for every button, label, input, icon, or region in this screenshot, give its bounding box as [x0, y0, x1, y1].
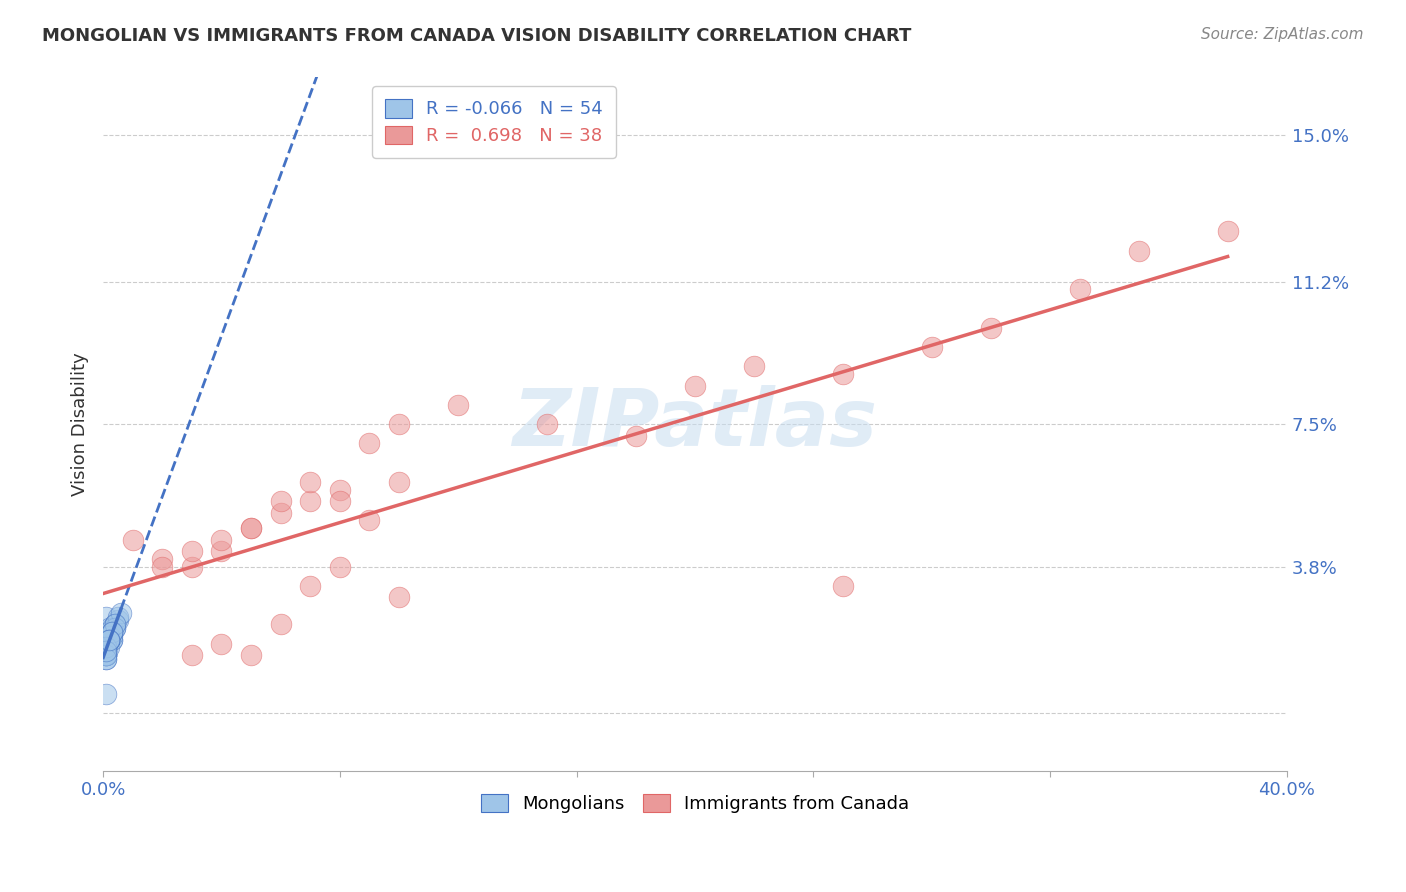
- Point: [98, 632, 121, 647]
- Point: [388, 475, 411, 489]
- Point: [94, 644, 117, 658]
- Point: [299, 579, 322, 593]
- Point: [94, 637, 117, 651]
- Point: [180, 648, 202, 662]
- Point: [94, 644, 117, 658]
- Point: [211, 544, 233, 558]
- Point: [104, 617, 127, 632]
- Point: [1069, 282, 1091, 296]
- Point: [388, 417, 411, 431]
- Point: [94, 644, 117, 658]
- Point: [359, 513, 381, 527]
- Point: [104, 617, 127, 632]
- Point: [94, 648, 117, 662]
- Point: [94, 687, 117, 701]
- Point: [98, 632, 121, 647]
- Point: [94, 648, 117, 662]
- Text: ZIPatlas: ZIPatlas: [512, 385, 877, 463]
- Point: [624, 428, 647, 442]
- Point: [211, 533, 233, 547]
- Point: [150, 559, 173, 574]
- Point: [94, 648, 117, 662]
- Point: [270, 617, 292, 632]
- Point: [94, 640, 117, 655]
- Point: [388, 591, 411, 605]
- Point: [94, 637, 117, 651]
- Point: [121, 533, 143, 547]
- Point: [98, 632, 121, 647]
- Point: [94, 640, 117, 655]
- Text: Source: ZipAtlas.com: Source: ZipAtlas.com: [1201, 27, 1364, 42]
- Point: [94, 640, 117, 655]
- Point: [94, 637, 117, 651]
- Point: [101, 629, 124, 643]
- Point: [101, 632, 124, 647]
- Point: [101, 625, 124, 640]
- Point: [98, 629, 121, 643]
- Point: [107, 614, 129, 628]
- Point: [94, 609, 117, 624]
- Point: [536, 417, 558, 431]
- Y-axis label: Vision Disability: Vision Disability: [72, 352, 89, 496]
- Point: [240, 648, 263, 662]
- Legend: Mongolians, Immigrants from Canada: Mongolians, Immigrants from Canada: [470, 783, 920, 824]
- Point: [683, 378, 706, 392]
- Point: [270, 506, 292, 520]
- Point: [180, 559, 202, 574]
- Point: [101, 625, 124, 640]
- Point: [94, 648, 117, 662]
- Point: [94, 637, 117, 651]
- Text: MONGOLIAN VS IMMIGRANTS FROM CANADA VISION DISABILITY CORRELATION CHART: MONGOLIAN VS IMMIGRANTS FROM CANADA VISI…: [42, 27, 911, 45]
- Point: [240, 521, 263, 535]
- Point: [104, 617, 127, 632]
- Point: [94, 648, 117, 662]
- Point: [98, 640, 121, 655]
- Point: [211, 637, 233, 651]
- Point: [921, 340, 943, 354]
- Point: [94, 652, 117, 666]
- Point: [94, 640, 117, 655]
- Point: [299, 475, 322, 489]
- Point: [980, 320, 1002, 334]
- Point: [98, 632, 121, 647]
- Point: [101, 625, 124, 640]
- Point: [329, 483, 352, 497]
- Point: [94, 640, 117, 655]
- Point: [107, 609, 129, 624]
- Point: [299, 494, 322, 508]
- Point: [104, 621, 127, 635]
- Point: [94, 644, 117, 658]
- Point: [98, 632, 121, 647]
- Point: [832, 579, 855, 593]
- Point: [832, 367, 855, 381]
- Point: [240, 521, 263, 535]
- Point: [98, 632, 121, 647]
- Point: [329, 559, 352, 574]
- Point: [359, 436, 381, 450]
- Point: [329, 494, 352, 508]
- Point: [270, 494, 292, 508]
- Point: [104, 621, 127, 635]
- Point: [94, 637, 117, 651]
- Point: [1128, 244, 1150, 258]
- Point: [101, 621, 124, 635]
- Point: [150, 552, 173, 566]
- Point: [447, 398, 470, 412]
- Point: [98, 625, 121, 640]
- Point: [742, 359, 765, 374]
- Point: [101, 625, 124, 640]
- Point: [98, 632, 121, 647]
- Point: [1216, 225, 1239, 239]
- Point: [98, 629, 121, 643]
- Point: [101, 632, 124, 647]
- Point: [94, 652, 117, 666]
- Point: [94, 648, 117, 662]
- Point: [110, 606, 132, 620]
- Point: [98, 629, 121, 643]
- Point: [180, 544, 202, 558]
- Point: [98, 629, 121, 643]
- Point: [98, 621, 121, 635]
